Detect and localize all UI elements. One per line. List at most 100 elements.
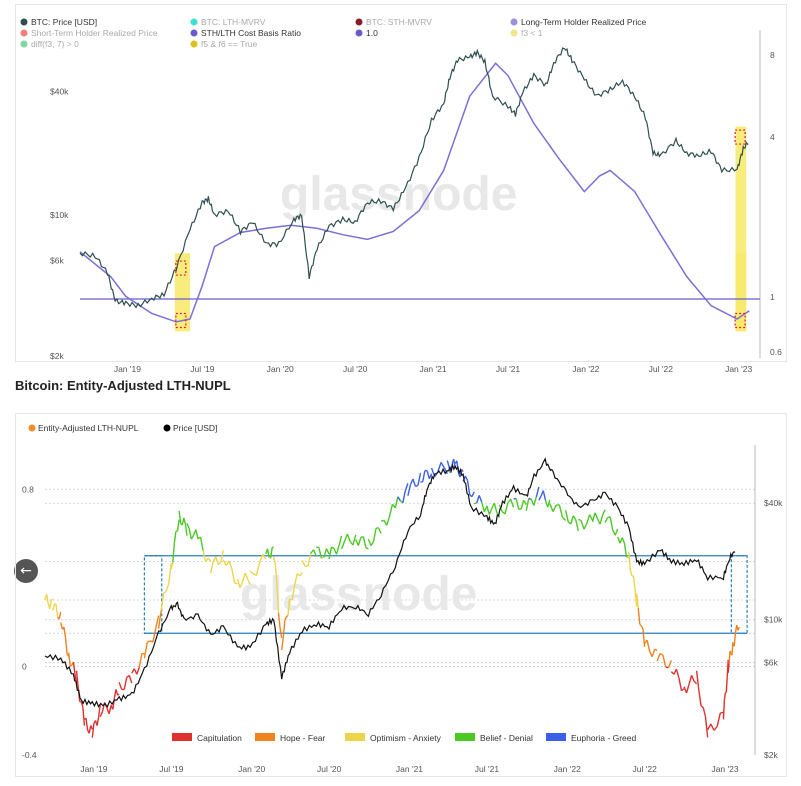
highlight-band [735, 126, 747, 332]
nupl-segment [632, 575, 636, 591]
y-left-tick-label: 0 [22, 661, 27, 671]
legend-dot [190, 18, 198, 26]
band-box [730, 555, 748, 634]
nupl-segment [170, 562, 174, 570]
nupl-segment [698, 690, 702, 706]
y-right-tick-label: 0.6 [770, 347, 782, 357]
nupl-segment [168, 563, 172, 584]
nupl-segment [466, 480, 471, 495]
nupl-segment [464, 475, 469, 481]
nupl-segment [639, 623, 642, 627]
legend-label: f3 < 1 [521, 28, 543, 38]
nupl-segment [634, 590, 638, 607]
x-tick-label: Jul '21 [475, 764, 500, 774]
nupl-segment [325, 548, 330, 555]
nupl-segment [190, 534, 195, 540]
nupl-segment [269, 547, 273, 559]
nupl-segment [249, 570, 254, 575]
nupl-segment [586, 514, 591, 524]
nupl-segment [723, 692, 727, 700]
nupl-segment [589, 514, 594, 521]
nupl-segment [82, 707, 86, 726]
zone-swatch [255, 733, 275, 741]
legend-dot [355, 29, 363, 37]
nupl-segment [195, 529, 199, 540]
nupl-segment [96, 716, 100, 726]
nupl-segment [273, 556, 277, 566]
nupl-segment [729, 650, 732, 654]
nupl-segment [136, 666, 141, 675]
nupl-segment [578, 518, 582, 522]
nupl-segment [255, 562, 261, 576]
nupl-segment [285, 614, 289, 618]
nupl-segment [659, 652, 664, 656]
price-line [44, 457, 736, 709]
nupl-segment [58, 611, 62, 620]
legend-dot [510, 18, 518, 26]
nupl-segment [328, 546, 333, 560]
zone-label: Hope - Fear [280, 733, 326, 743]
legend-dot [28, 424, 36, 432]
nupl-segment [426, 470, 431, 480]
nupl-segment [123, 677, 128, 690]
nupl-segment [535, 486, 540, 498]
zone-label: Euphoria - Greed [571, 733, 636, 743]
nupl-segment [138, 653, 143, 668]
legend-label: BTC: Price [USD] [31, 17, 97, 27]
nupl-segment [388, 504, 394, 517]
legend-label: BTC: LTH-MVRV [201, 17, 266, 27]
legend-dot [510, 29, 518, 37]
top-chart-panel [15, 4, 787, 362]
nupl-segment [293, 573, 298, 586]
nupl-segment [713, 726, 718, 731]
nupl-segment [346, 533, 351, 542]
nupl-segment [380, 519, 385, 522]
legend-label: f5 & f6 == True [201, 39, 258, 49]
signal-marker [734, 129, 746, 145]
nupl-segment [727, 663, 730, 673]
nupl-segment [199, 536, 204, 551]
nupl-segment [75, 670, 79, 688]
nupl-segment [222, 559, 227, 566]
nupl-segment [262, 553, 267, 560]
nupl-segment [685, 684, 690, 694]
nupl-segment [266, 548, 270, 558]
nupl-segment [318, 547, 323, 559]
nupl-segment [394, 496, 399, 509]
legend-label: Long-Term Holder Realized Price [521, 17, 646, 27]
nupl-segment [564, 510, 569, 522]
nupl-segment [707, 723, 712, 731]
signal-marker [734, 312, 746, 329]
nupl-segment [397, 496, 401, 501]
x-tick-label: Jan '23 [711, 764, 738, 774]
zone-label: Optimism - Anxiety [370, 733, 442, 743]
legend-label: Price [USD] [173, 423, 217, 433]
nupl-segment [383, 519, 388, 526]
arrow-left-icon[interactable]: ← [14, 559, 38, 583]
y-right-tick-label: 8 [770, 50, 775, 60]
signal-marker [175, 312, 187, 329]
signal-marker [175, 260, 187, 276]
band-box [143, 555, 163, 634]
nupl-segment [601, 509, 606, 516]
nupl-segment [282, 620, 286, 638]
nupl-segment [301, 560, 306, 567]
nupl-segment [67, 652, 71, 667]
nupl-segment [202, 550, 207, 562]
zone-swatch [455, 733, 475, 741]
nupl-segment [372, 528, 377, 542]
nupl-segment [55, 604, 59, 618]
x-tick-label: Jul '20 [317, 764, 342, 774]
legend-dot [20, 40, 28, 48]
nupl-segment [486, 505, 490, 515]
nupl-segment [307, 553, 312, 567]
nupl-segment [619, 537, 623, 544]
nupl-segment [493, 502, 498, 513]
x-tick-label: Jul '22 [649, 364, 674, 374]
x-tick-label: Jan '19 [114, 364, 141, 374]
top-axes: Jan '19 Jul '19 Jan '20 Jul '20 Jan '21 Jul '… [50, 30, 782, 374]
x-tick-label: Jul '22 [633, 764, 658, 774]
nupl-segment [50, 598, 54, 601]
nupl-segment [69, 664, 73, 667]
legend-label: diff(f3, 7) > 0 [31, 39, 79, 49]
